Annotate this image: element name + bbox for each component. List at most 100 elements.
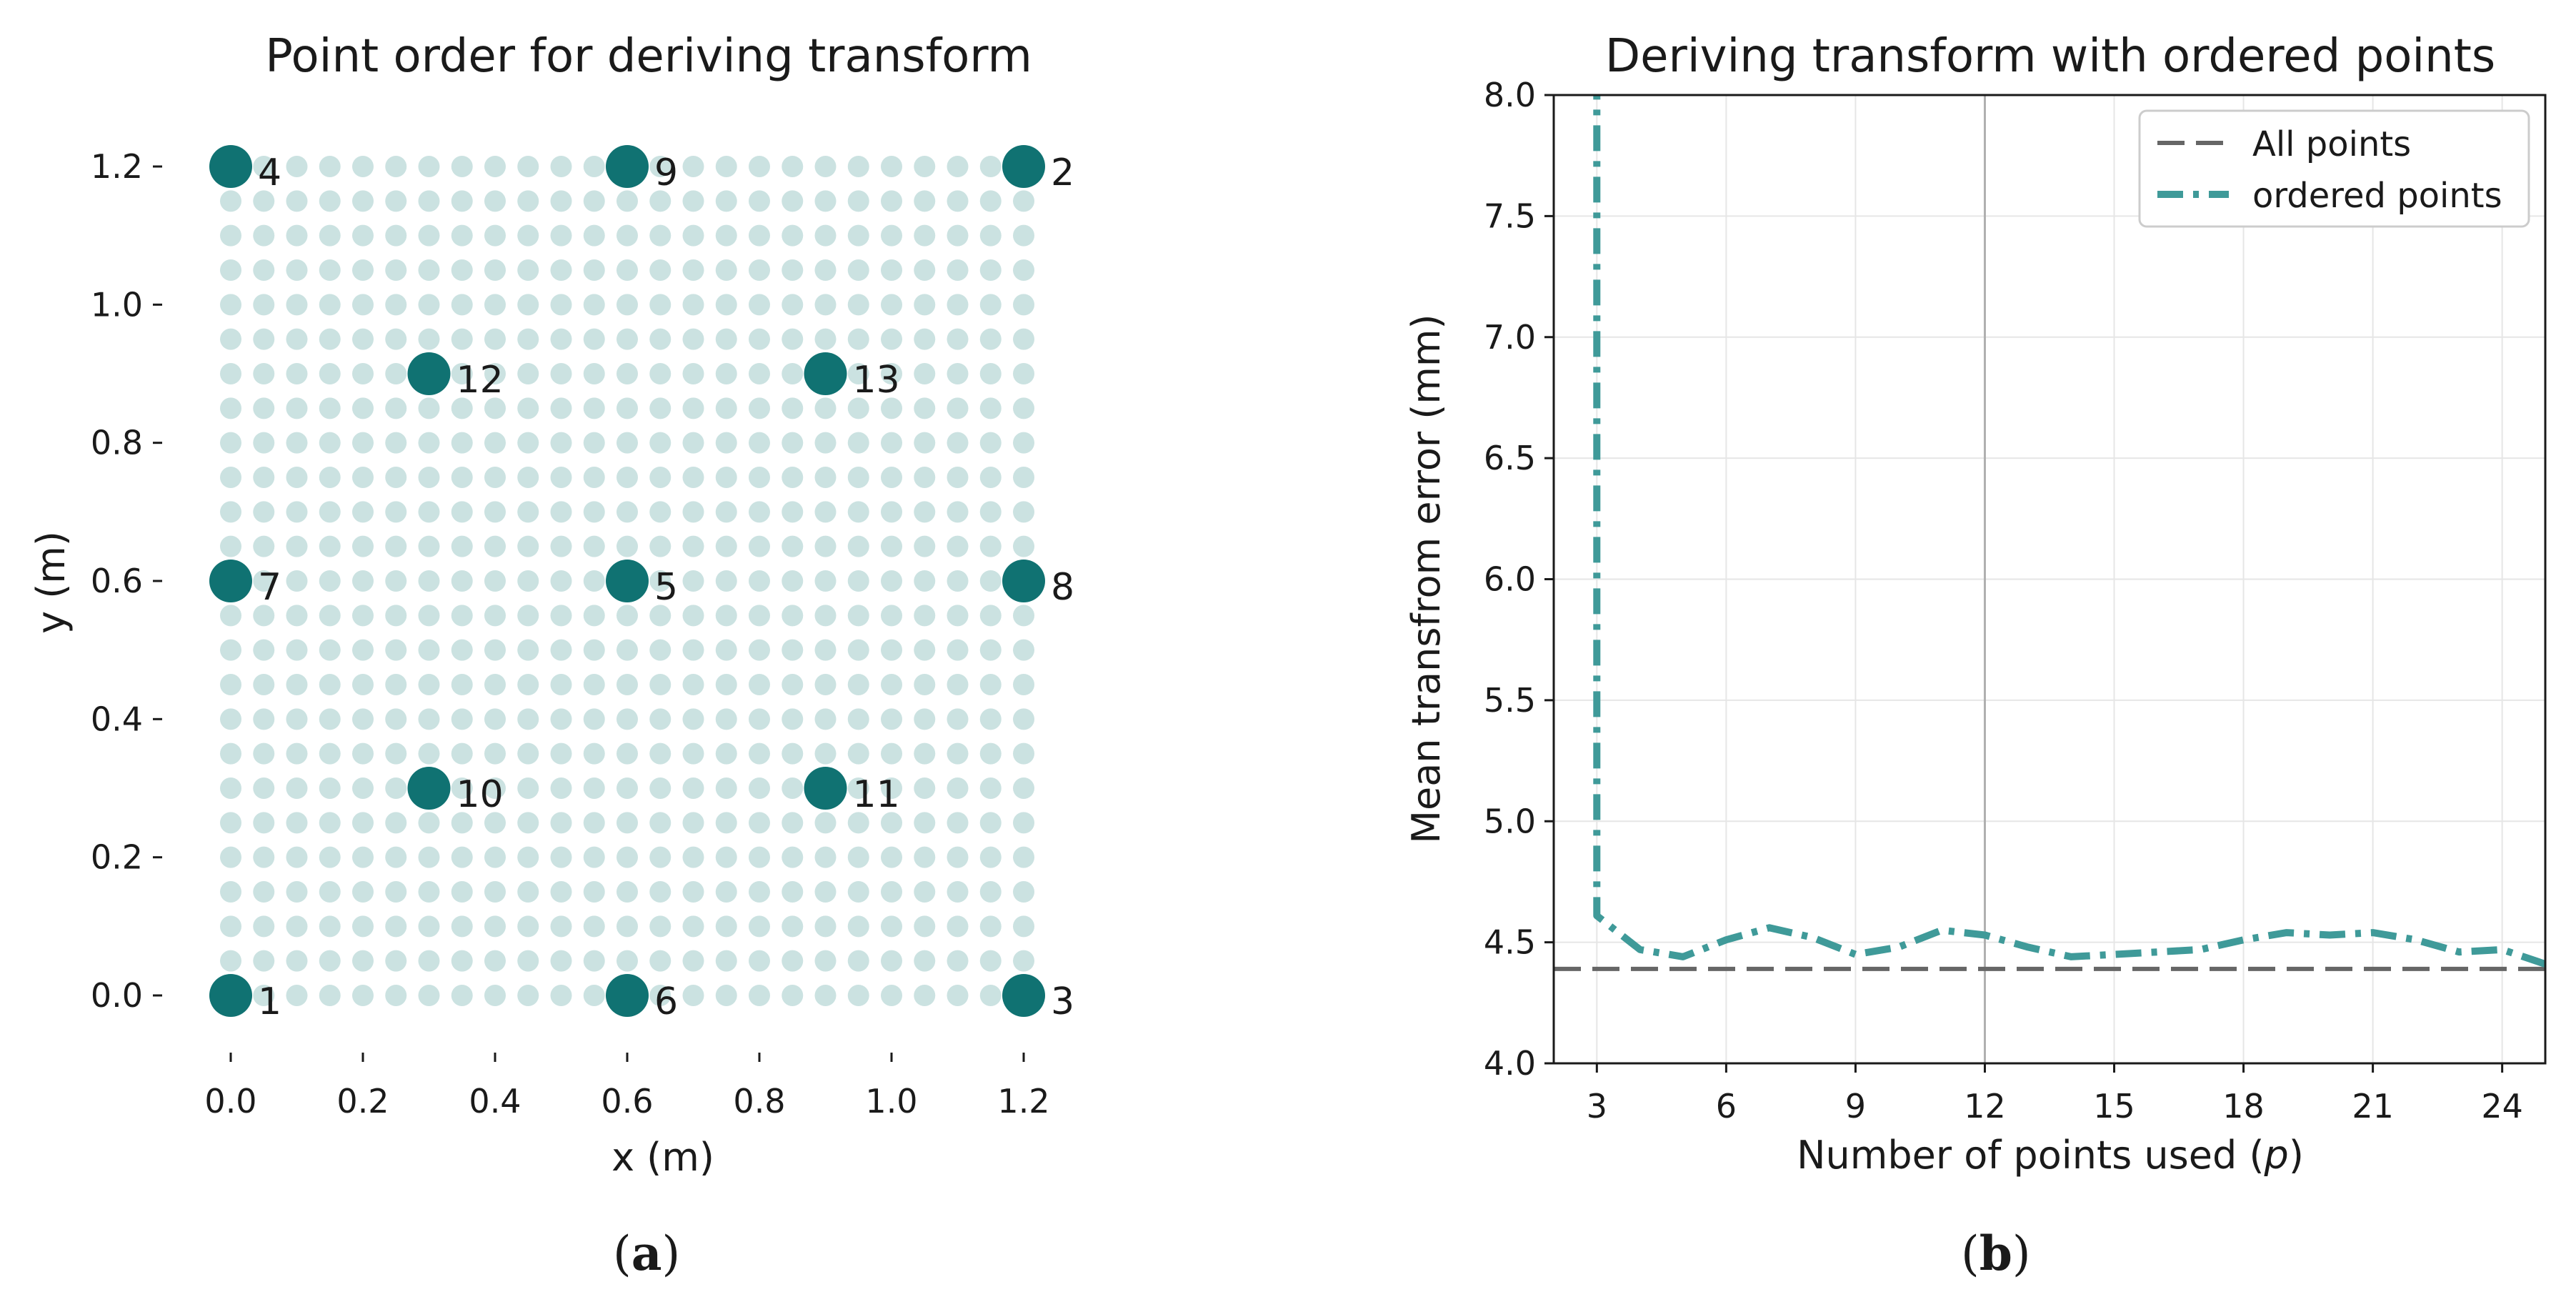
grid-point [1013, 881, 1034, 903]
grid-point [914, 535, 936, 557]
grid-point [517, 985, 539, 1006]
grid-point [616, 674, 638, 695]
point-label-10: 10 [456, 773, 504, 816]
y-tick-label: 0.8 [91, 424, 143, 462]
grid-point [286, 535, 308, 557]
grid-point [749, 467, 770, 488]
grid-point [814, 535, 837, 557]
grid-point [484, 812, 506, 834]
grid-point [484, 467, 506, 488]
grid-point [484, 363, 506, 384]
grid-point [881, 467, 902, 488]
grid-point [220, 950, 241, 972]
grid-point [583, 881, 605, 903]
grid-point [1013, 190, 1034, 212]
grid-point [979, 259, 1002, 281]
grid-point [947, 674, 969, 695]
grid-point [847, 432, 869, 454]
grid-point [782, 570, 804, 592]
grid-point [451, 535, 473, 557]
xlabel-variable: p [2264, 1133, 2289, 1178]
grid-point [352, 708, 374, 730]
grid-point [418, 985, 440, 1006]
grid-point [319, 294, 341, 316]
grid-point [385, 224, 407, 247]
grid-point [253, 742, 275, 765]
grid-point [550, 985, 572, 1006]
grid-point [979, 328, 1002, 350]
grid-point [749, 777, 770, 799]
grid-point [550, 432, 572, 454]
grid-point [649, 535, 672, 557]
grid-point [517, 190, 539, 212]
grid-point [418, 881, 440, 903]
grid-point [947, 812, 969, 834]
grid-point [1013, 915, 1034, 938]
grid-point [253, 535, 275, 557]
grid-point [749, 605, 770, 627]
panel-b: Deriving transform with ordered points 3… [1404, 30, 2547, 1178]
grid-point [253, 605, 275, 627]
grid-point [947, 224, 969, 247]
grid-point [616, 639, 638, 661]
y-tick-label: 5.0 [1484, 802, 1536, 840]
grid-point [881, 328, 902, 350]
grid-point [682, 570, 704, 592]
point-label-9: 9 [654, 151, 678, 194]
grid-point [517, 328, 539, 350]
grid-point [220, 294, 241, 316]
grid-point [715, 432, 737, 454]
grid-point [484, 639, 506, 661]
series-line-ordered-points [1593, 95, 2545, 968]
background-grid-points [220, 156, 1034, 1006]
grid-point [814, 328, 837, 350]
y-axis-ticks: 4.0 4.5 5.0 5.5 6.0 6.5 7.0 7.5 8.0 [1484, 76, 1554, 1083]
grid-point [782, 812, 804, 834]
grid-point [682, 674, 704, 695]
grid-point [451, 674, 473, 695]
grid-point [451, 259, 473, 281]
grid-point [352, 846, 374, 868]
grid-point [286, 742, 308, 765]
ordered-point-10 [407, 767, 451, 810]
point-label-7: 7 [258, 566, 281, 609]
grid-point [385, 708, 407, 730]
grid-point [451, 708, 473, 730]
grid-point [914, 501, 936, 523]
grid-point [881, 259, 902, 281]
grid-point [352, 432, 374, 454]
grid-point [749, 156, 770, 177]
grid-point [517, 363, 539, 384]
grid-point [1013, 812, 1034, 834]
grid-point [881, 363, 902, 384]
grid-point [220, 432, 241, 454]
grid-point [517, 605, 539, 627]
grid-point [749, 846, 770, 868]
grid-point [914, 363, 936, 384]
grid-point [253, 639, 275, 661]
grid-point [286, 950, 308, 972]
grid-point [517, 708, 539, 730]
grid-point [517, 950, 539, 972]
x-tick-label: 6 [1716, 1087, 1737, 1125]
grid-point [881, 501, 902, 523]
grid-point [847, 915, 869, 938]
grid-point [1013, 535, 1034, 557]
grid-point [517, 397, 539, 419]
grid-point [947, 742, 969, 765]
grid-point [782, 708, 804, 730]
grid-point [385, 985, 407, 1006]
grid-point [881, 812, 902, 834]
grid-point [253, 674, 275, 695]
grid-point [418, 501, 440, 523]
grid-point [881, 915, 902, 938]
grid-point [682, 224, 704, 247]
grid-point [847, 708, 869, 730]
grid-point [616, 432, 638, 454]
grid-point [847, 397, 869, 419]
grid-point [418, 535, 440, 557]
grid-point [782, 190, 804, 212]
grid-point [319, 881, 341, 903]
grid-point [616, 915, 638, 938]
point-label-13: 13 [853, 359, 900, 402]
